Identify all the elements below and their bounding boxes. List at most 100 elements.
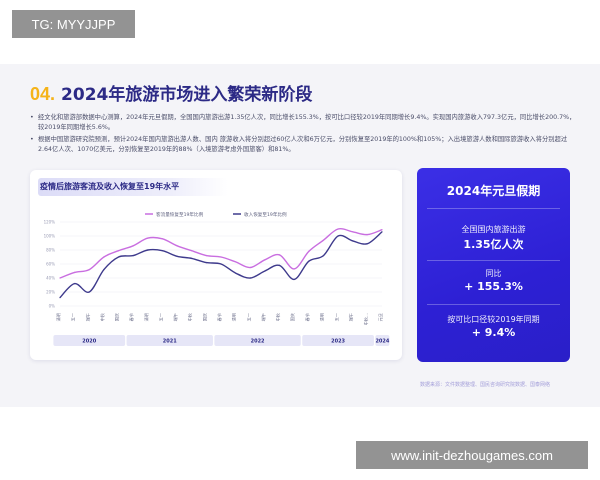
- data-point: [205, 255, 207, 257]
- data-point: [337, 235, 339, 237]
- stat-value: 1.35亿人次: [463, 238, 524, 251]
- year-group-band: [214, 335, 301, 346]
- watermark-top-text: TG: MYYJJPP: [31, 16, 116, 32]
- stat-value: + 155.3%: [464, 280, 523, 293]
- data-point: [191, 250, 193, 252]
- stat-label: 全国国内旅游出游: [461, 225, 526, 234]
- data-point: [88, 291, 90, 293]
- data-point: [322, 255, 325, 257]
- stat-value: + 9.4%: [471, 326, 516, 339]
- stat-item: 全国国内旅游出游 1.35亿人次: [417, 224, 570, 252]
- data-point: [249, 277, 251, 279]
- data-point: [132, 245, 134, 247]
- year-group-band: [53, 335, 126, 346]
- y-tick-label: 0%: [49, 304, 56, 309]
- bullet-dot-icon: •: [30, 114, 34, 121]
- data-point: [278, 254, 281, 256]
- year-group-label: 2021: [163, 339, 177, 345]
- bullet-dot-icon: •: [30, 136, 34, 143]
- section-number: 04.: [30, 84, 56, 104]
- watermark-bottom: www.init-dezhougames.com: [356, 441, 588, 469]
- data-point: [264, 270, 266, 272]
- x-tick-label: 清明: [55, 313, 62, 321]
- x-tick-label: 五一: [158, 313, 163, 321]
- data-point: [293, 278, 295, 280]
- data-point: [176, 245, 178, 247]
- data-point: [191, 257, 193, 259]
- bullet-item: • 经文化和旅游部数据中心测算，2024年元旦假期，全国国内旅游出游1.35亿人…: [30, 113, 580, 133]
- data-point: [293, 268, 295, 270]
- chart-card: 疫情后旅游客流及收入恢复至19年水平 0% 20% 40% 60% 80% 100% 120…: [30, 170, 402, 360]
- year-group-label: 2020: [82, 339, 96, 345]
- bullet-text: 经文化和旅游部数据中心测算，2024年元旦假期，全国国内旅游出游1.35亿人次，…: [38, 114, 576, 131]
- data-point: [74, 271, 76, 273]
- legend-label: 客流量恢复至19年比例: [156, 211, 204, 218]
- data-point: [278, 264, 281, 266]
- x-tick-label: 清明: [231, 313, 238, 321]
- x-tick-label: 春节: [216, 313, 223, 321]
- year-group-label: 2023: [331, 339, 345, 345]
- stat-divider: [427, 260, 560, 261]
- data-point: [249, 266, 251, 269]
- data-point: [103, 256, 105, 258]
- x-tick-label: 中秋...: [362, 313, 369, 325]
- x-tick-label: 中秋: [275, 312, 282, 321]
- y-tick-label: 80%: [46, 248, 55, 253]
- stat-divider: [427, 208, 560, 209]
- year-group-band: [126, 335, 213, 346]
- data-point: [161, 250, 164, 252]
- data-point: [132, 255, 134, 257]
- year-group-label: 2024: [375, 339, 389, 345]
- stat-card-heading: 2024年元旦假期: [446, 184, 541, 198]
- year-group-band: [302, 335, 374, 346]
- chart-title-bar: [38, 178, 228, 196]
- x-tick-label: 五一: [334, 313, 339, 321]
- data-point: [235, 272, 237, 274]
- data-point: [308, 250, 310, 252]
- line-chart: 0% 20% 40% 60% 80% 100% 120% 客流量恢复至19年比例 收入恢复至19…: [44, 211, 390, 346]
- data-point: [322, 239, 325, 241]
- data-point: [381, 229, 383, 231]
- data-point: [366, 243, 368, 245]
- data-point: [147, 249, 149, 251]
- data-point: [88, 269, 90, 271]
- series-line: [59, 231, 383, 299]
- stat-label: 按可比口径较2019年同期: [447, 315, 540, 324]
- y-tick-label: 20%: [46, 290, 55, 295]
- data-point: [235, 261, 237, 263]
- x-tick-label: 国庆: [114, 312, 121, 321]
- data-point: [59, 297, 61, 299]
- x-tick-label: 国庆: [289, 312, 296, 321]
- data-point: [176, 255, 178, 257]
- x-tick-label: 端午: [260, 313, 267, 321]
- y-tick-label: 120%: [44, 220, 56, 225]
- data-point: [59, 277, 61, 279]
- stat-divider: [427, 304, 560, 305]
- data-point: [117, 256, 120, 258]
- x-tick-label: 清明: [143, 313, 150, 321]
- data-point: [337, 228, 339, 230]
- data-point: [381, 231, 383, 233]
- x-tick-label: 元旦: [378, 313, 384, 321]
- x-tick-label: 中秋: [187, 312, 194, 321]
- year-group-band: [375, 335, 390, 346]
- data-point: [117, 250, 120, 252]
- stat-item: 按可比口径较2019年同期 + 9.4%: [417, 314, 570, 339]
- stat-item: 同比 + 155.3%: [417, 268, 570, 293]
- watermark-top: TG: MYYJJPP: [12, 10, 135, 38]
- data-point: [308, 260, 310, 262]
- data-point: [205, 262, 207, 264]
- x-tick-label: 端午: [172, 313, 179, 321]
- data-point: [74, 283, 76, 285]
- x-tick-label: 中秋: [99, 312, 106, 321]
- data-point: [147, 237, 149, 239]
- x-tick-label: 端午: [84, 313, 91, 321]
- x-tick-label: 端午: [348, 313, 355, 321]
- data-point: [220, 263, 222, 265]
- y-tick-label: 60%: [46, 262, 55, 267]
- stat-card: 2024年元旦假期 全国国内旅游出游 1.35亿人次 同比 + 155.3% 按…: [417, 168, 570, 362]
- x-tick-label: 清明: [318, 313, 325, 321]
- section-title: 2024年旅游市场进入繁荣新阶段: [61, 85, 313, 105]
- chart-title: 疫情后旅游客流及收入恢复至19年水平: [40, 182, 180, 191]
- data-point: [352, 240, 354, 242]
